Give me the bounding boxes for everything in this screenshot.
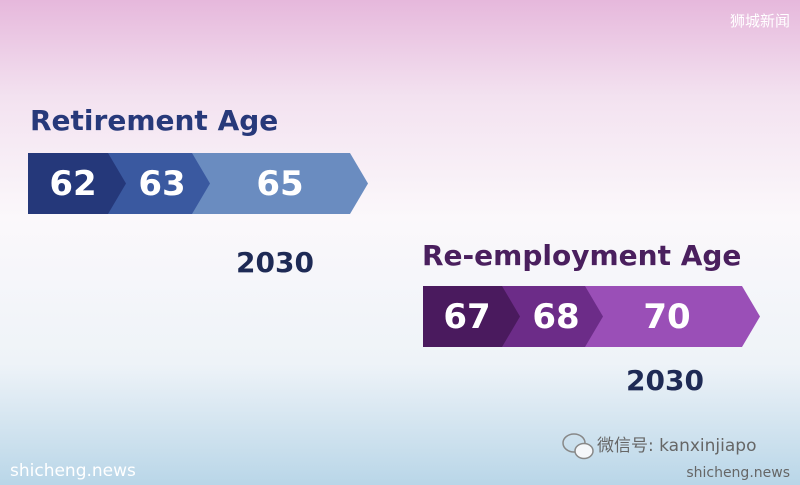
section-title: Re-employment Age [422, 239, 741, 272]
year-label: 2030 [626, 364, 704, 397]
chevron [28, 153, 126, 214]
age-value: 62 [49, 164, 96, 204]
wechat-icon [562, 433, 594, 460]
age-value: 68 [532, 297, 579, 337]
year-label: 2030 [236, 246, 314, 279]
section-title: Retirement Age [30, 104, 278, 137]
age-value: 63 [138, 164, 185, 204]
watermark: 狮城新闻 [730, 12, 790, 30]
wechat-id: 微信号: kanxinjiapo [597, 436, 756, 456]
watermark: shicheng.news [10, 461, 136, 481]
age-value: 67 [443, 297, 490, 337]
age-value: 65 [256, 164, 303, 204]
chevron [423, 286, 520, 347]
watermark: shicheng.news [686, 465, 790, 481]
age-value: 70 [643, 297, 690, 337]
